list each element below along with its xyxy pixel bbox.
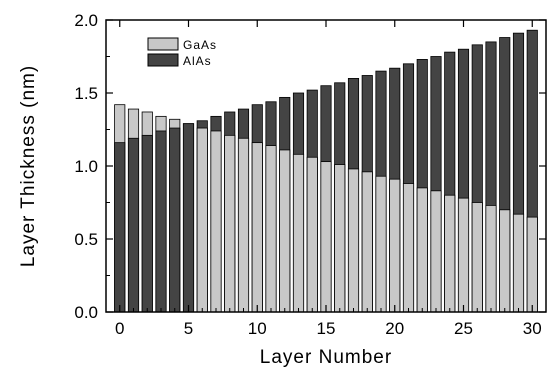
y-tick-label: 0.0 (74, 303, 98, 322)
bar-gaas-30 (526, 216, 538, 313)
bars-layer (114, 29, 538, 313)
bar-gaas-7 (210, 130, 222, 313)
bar-gaas-10 (251, 142, 263, 313)
x-tick-label: 10 (248, 319, 267, 338)
x-axis-title: Layer Number (260, 347, 392, 368)
bar-gaas-18 (361, 171, 373, 313)
x-tick-label: 20 (385, 319, 404, 338)
x-tick-label: 0 (115, 319, 124, 338)
bar-alas-3 (155, 130, 167, 313)
x-tick-label: 15 (317, 319, 336, 338)
legend-label-alas: AlAs (183, 54, 212, 68)
bar-gaas-22 (416, 187, 428, 313)
bar-alas-5 (182, 123, 195, 313)
bar-alas-4 (169, 127, 181, 313)
bar-gaas-15 (320, 161, 332, 313)
x-tick-label: 30 (523, 319, 542, 338)
y-tick-label: 2.0 (74, 11, 98, 30)
x-tick-label: 25 (454, 319, 473, 338)
y-axis-title: Layer Thickness (nm) (18, 65, 39, 267)
bar-gaas-23 (430, 190, 442, 313)
bar-gaas-29 (512, 213, 525, 313)
bar-gaas-27 (485, 205, 497, 313)
bar-gaas-28 (499, 209, 511, 313)
legend-label-gaas: GaAs (183, 38, 217, 52)
bar-gaas-13 (292, 153, 305, 313)
bar-gaas-11 (265, 145, 277, 313)
y-tick-label: 1.0 (74, 157, 98, 176)
bar-alas-1 (127, 137, 140, 313)
bar-gaas-26 (471, 202, 483, 313)
bar-gaas-6 (196, 127, 208, 313)
y-tick-label: 1.5 (74, 84, 98, 103)
y-tick-label: 0.5 (74, 230, 98, 249)
bar-alas-0 (114, 142, 126, 313)
bar-gaas-21 (402, 183, 415, 313)
bar-gaas-24 (444, 194, 456, 313)
legend: GaAs AlAs (147, 37, 217, 68)
bar-gaas-9 (237, 137, 250, 313)
bar-gaas-14 (306, 156, 318, 313)
x-tick-label: 5 (184, 319, 193, 338)
bar-gaas-16 (334, 164, 346, 313)
legend-swatch-gaas (147, 37, 179, 51)
bar-gaas-19 (375, 175, 387, 313)
bar-alas-2 (141, 134, 153, 313)
bar-gaas-20 (389, 178, 401, 313)
bar-gaas-12 (279, 149, 291, 313)
ticks-layer: 0 5 10 15 20 25 30 0.0 0.5 1.0 1.5 2.0 (74, 11, 546, 338)
bar-gaas-8 (224, 134, 236, 313)
bar-gaas-17 (347, 168, 360, 313)
bar-gaas-25 (457, 197, 470, 313)
legend-swatch-alas (147, 53, 179, 67)
